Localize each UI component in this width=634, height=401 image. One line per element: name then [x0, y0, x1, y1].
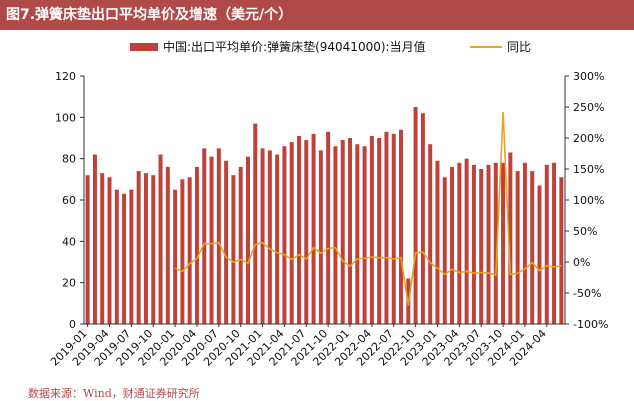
bar	[85, 175, 90, 324]
bar	[143, 173, 148, 324]
y-right-tick-label: -50%	[573, 287, 601, 300]
y-right-tick-label: 300%	[573, 70, 604, 83]
bar	[369, 135, 374, 324]
bar	[311, 133, 316, 324]
bar	[399, 129, 404, 324]
bar	[522, 162, 527, 324]
bar	[253, 123, 258, 325]
bar	[231, 175, 236, 324]
bar	[289, 142, 294, 324]
bar	[479, 169, 484, 324]
chart-title: 图7.弹簧床垫出口平均单价及增速（美元/个）	[0, 0, 634, 30]
bar	[384, 131, 389, 324]
legend-line-label: 同比	[507, 40, 531, 54]
y-left-tick-label: 100	[55, 111, 76, 124]
bar	[377, 138, 382, 324]
y-right-tick-label: -100%	[573, 318, 608, 331]
y-left-tick-label: 40	[62, 235, 76, 248]
legend-bar-swatch	[130, 43, 158, 51]
bar	[515, 171, 520, 324]
bar	[122, 193, 127, 324]
bar	[501, 162, 506, 324]
bar	[304, 140, 309, 324]
bar	[267, 150, 272, 324]
bar	[493, 162, 498, 324]
bar	[238, 166, 243, 324]
bar	[413, 107, 418, 324]
bar	[486, 164, 491, 324]
bar	[464, 158, 469, 324]
bar	[318, 150, 323, 324]
bar	[326, 131, 331, 324]
y-right-tick-label: 50%	[573, 225, 597, 238]
y-axis-right: -100% -50% 0% 50% 100% 150% 200% 250% 300%	[564, 70, 608, 331]
line-series	[174, 111, 562, 306]
bar	[559, 177, 564, 324]
y-left-tick-label: 120	[55, 70, 76, 83]
bar	[362, 146, 367, 324]
bar	[165, 166, 170, 324]
bar	[151, 175, 156, 324]
bar	[428, 144, 433, 324]
line-yoy	[174, 111, 562, 306]
bar	[275, 154, 280, 324]
y-right-tick-label: 100%	[573, 194, 604, 207]
bar	[552, 162, 557, 324]
y-left-tick-label: 80	[62, 153, 76, 166]
bar	[202, 148, 207, 324]
bar	[282, 146, 287, 324]
bar	[471, 164, 476, 324]
bar	[194, 166, 199, 324]
bar	[216, 148, 221, 324]
y-axis-left: 0 20 40 60 80 100 120	[55, 70, 85, 331]
y-right-tick-label: 150%	[573, 163, 604, 176]
bar	[442, 177, 447, 324]
bar	[537, 185, 542, 324]
bar	[260, 148, 265, 324]
bar	[245, 156, 250, 324]
y-left-tick-label: 60	[62, 194, 76, 207]
legend: 中国:出口平均单价:弹簧床垫(94041000):当月值 同比	[130, 39, 531, 54]
bar	[457, 162, 462, 324]
bar	[187, 177, 192, 324]
bar-series	[85, 107, 564, 325]
bar	[530, 171, 535, 324]
legend-bar-label: 中国:出口平均单价:弹簧床垫(94041000):当月值	[163, 39, 426, 54]
bar	[209, 156, 214, 324]
y-right-tick-label: 250%	[573, 101, 604, 114]
bar	[508, 152, 513, 324]
bar	[450, 166, 455, 324]
bar	[420, 113, 425, 324]
bar	[391, 133, 396, 324]
source-note: 数据来源：Wind，财通证券研究所	[28, 387, 200, 400]
bar	[180, 179, 185, 324]
y-left-tick-label: 20	[62, 277, 76, 290]
bar	[136, 171, 141, 324]
y-right-tick-label: 0%	[573, 256, 590, 269]
bar	[92, 154, 97, 324]
bar	[340, 140, 345, 324]
bar	[435, 160, 440, 324]
bar	[544, 164, 549, 324]
x-axis: 2019-012019-042019-072019-102020-012020-…	[48, 323, 565, 369]
y-right-tick-label: 200%	[573, 132, 604, 145]
bar	[296, 135, 301, 324]
bar	[173, 189, 178, 324]
bar	[107, 177, 112, 324]
y-left-tick-label: 0	[69, 318, 76, 331]
bar	[129, 189, 134, 324]
bar	[224, 160, 229, 324]
bar	[158, 154, 163, 324]
bar	[348, 138, 353, 324]
bar	[333, 146, 338, 324]
bar	[100, 173, 105, 324]
chart: 中国:出口平均单价:弹簧床垫(94041000):当月值 同比 0 20 40 60 80…	[48, 39, 608, 369]
bar	[355, 144, 360, 324]
bar	[114, 189, 119, 324]
